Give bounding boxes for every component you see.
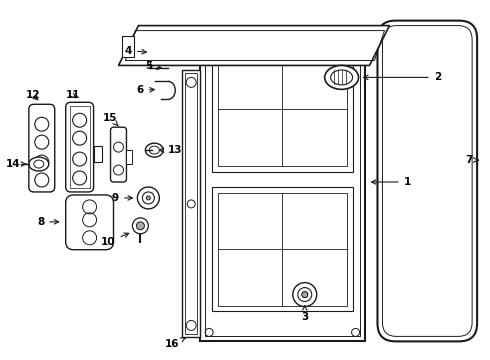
Bar	[182, 71, 200, 337]
Circle shape	[147, 196, 150, 200]
FancyBboxPatch shape	[66, 195, 114, 250]
Circle shape	[137, 187, 159, 209]
Text: 10: 10	[101, 233, 129, 247]
Circle shape	[73, 171, 87, 185]
Bar	[185, 73, 197, 334]
Text: 1: 1	[371, 177, 411, 187]
Text: 16: 16	[165, 338, 185, 349]
Ellipse shape	[29, 157, 49, 171]
Polygon shape	[119, 26, 390, 66]
Circle shape	[73, 131, 87, 145]
Bar	[94, 146, 101, 162]
Text: 3: 3	[301, 306, 308, 323]
Text: 12: 12	[25, 90, 40, 100]
Bar	[218, 58, 346, 166]
Bar	[218, 193, 346, 306]
Text: 14: 14	[5, 159, 26, 169]
Text: 8: 8	[37, 217, 59, 227]
Text: 9: 9	[112, 193, 132, 203]
Circle shape	[73, 113, 87, 127]
Bar	[205, 33, 360, 336]
FancyBboxPatch shape	[29, 104, 55, 192]
Circle shape	[73, 152, 87, 166]
Ellipse shape	[149, 146, 159, 154]
Circle shape	[143, 192, 154, 204]
Bar	[122, 36, 134, 58]
FancyBboxPatch shape	[66, 102, 94, 192]
Ellipse shape	[146, 143, 163, 157]
Circle shape	[132, 218, 148, 234]
Ellipse shape	[34, 160, 44, 168]
Circle shape	[136, 222, 145, 230]
Text: 2: 2	[364, 72, 441, 82]
Circle shape	[293, 283, 317, 306]
Circle shape	[302, 292, 308, 298]
Ellipse shape	[325, 66, 359, 89]
Bar	[212, 187, 353, 311]
Circle shape	[298, 288, 312, 302]
Text: 15: 15	[103, 113, 118, 126]
Text: 4: 4	[125, 45, 147, 55]
Text: 6: 6	[137, 85, 154, 95]
FancyBboxPatch shape	[111, 127, 126, 182]
Text: 5: 5	[145, 62, 161, 71]
Bar	[70, 106, 90, 188]
Text: 11: 11	[66, 90, 80, 100]
Bar	[212, 53, 353, 172]
Text: 13: 13	[159, 145, 182, 155]
Bar	[200, 28, 365, 341]
Circle shape	[35, 173, 49, 187]
Ellipse shape	[331, 70, 353, 85]
Circle shape	[35, 155, 49, 169]
Text: 7: 7	[466, 155, 478, 165]
FancyBboxPatch shape	[377, 21, 477, 341]
FancyBboxPatch shape	[383, 26, 472, 336]
Bar	[126, 150, 132, 164]
Circle shape	[35, 135, 49, 149]
Circle shape	[35, 117, 49, 131]
